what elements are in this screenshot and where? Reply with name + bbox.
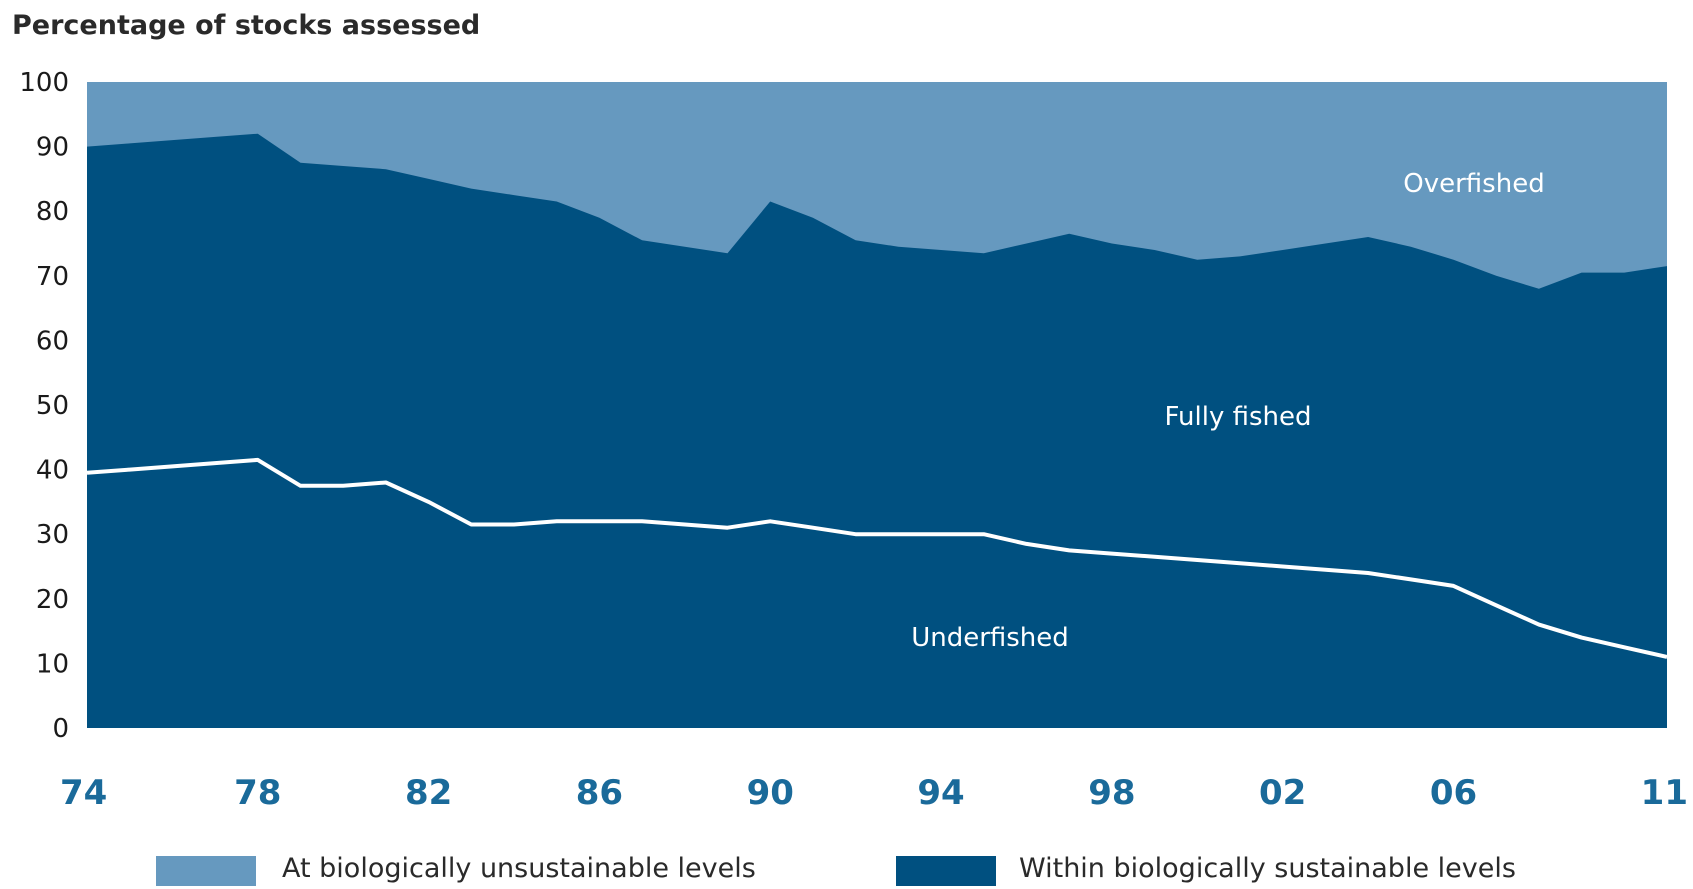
x-tick-label-78: 78 — [234, 773, 281, 813]
x-tick-label-06: 06 — [1430, 773, 1477, 813]
y-tick-label-20: 20 — [36, 585, 69, 615]
y-tick-label-10: 10 — [36, 649, 69, 679]
x-tick-label-82: 82 — [405, 773, 452, 813]
x-tick-label-90: 90 — [747, 773, 794, 813]
y-tick-label-30: 30 — [36, 520, 69, 550]
x-axis-ticks: 74 78 82 86 90 94 98 02 06 11 — [60, 773, 1688, 813]
y-tick-label-80: 80 — [36, 197, 69, 227]
x-tick-label-74: 74 — [60, 773, 107, 813]
x-tick-label-94: 94 — [917, 773, 964, 813]
x-tick-label-02: 02 — [1259, 773, 1306, 813]
region-label-underfished: Underfished — [911, 623, 1069, 653]
legend-label-unsustainable: At biologically unsustainable levels — [282, 853, 756, 884]
legend-label-sustainable: Within biologically sustainable levels — [1019, 853, 1516, 884]
region-label-fully-fished: Fully fished — [1164, 402, 1311, 432]
legend: At biologically unsustainable levels Wit… — [156, 853, 1516, 886]
y-tick-label-0: 0 — [52, 714, 69, 744]
y-tick-label-90: 90 — [36, 133, 69, 163]
legend-swatch-sustainable — [896, 856, 996, 886]
y-tick-label-100: 100 — [19, 68, 69, 98]
y-tick-label-60: 60 — [36, 326, 69, 356]
chart-title: Percentage of stocks assessed — [12, 10, 480, 41]
x-tick-label-86: 86 — [576, 773, 623, 813]
x-tick-label-98: 98 — [1088, 773, 1135, 813]
x-tick-label-11: 11 — [1641, 773, 1688, 813]
legend-swatch-unsustainable — [156, 856, 256, 886]
y-tick-label-40: 40 — [36, 456, 69, 486]
region-label-overfished: Overfished — [1403, 169, 1544, 199]
y-tick-label-70: 70 — [36, 262, 69, 292]
y-axis-ticks: 0 10 20 30 40 50 60 70 80 90 100 — [19, 68, 69, 744]
underfished-line — [86, 457, 1668, 659]
y-tick-label-50: 50 — [36, 391, 69, 421]
fully-fished-area — [87, 133, 1667, 728]
